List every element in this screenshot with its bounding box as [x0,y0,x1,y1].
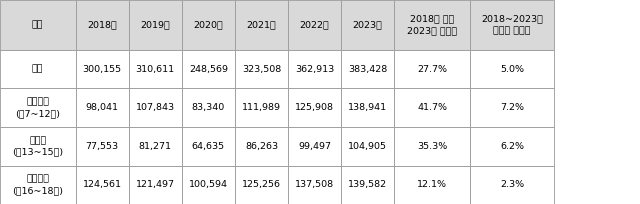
Bar [235,89,288,127]
Bar [341,50,394,89]
Bar [182,0,235,50]
Bar [0,0,76,50]
Text: 323,508: 323,508 [242,65,281,74]
Bar [235,50,288,89]
Text: 구분: 구분 [32,20,44,30]
Text: 2020년: 2020년 [193,20,223,30]
Bar [470,50,554,89]
Bar [341,165,394,204]
Text: 2023년: 2023년 [353,20,383,30]
Text: 2018~2023년
연평균 증가률: 2018~2023년 연평균 증가률 [481,15,543,35]
Bar [288,89,341,127]
Bar [341,127,394,165]
Text: 121,497: 121,497 [136,180,175,189]
Text: 2018년: 2018년 [87,20,117,30]
Text: 137,508: 137,508 [295,180,334,189]
Text: 111,989: 111,989 [242,103,281,112]
Bar [470,0,554,50]
Bar [288,0,341,50]
Bar [76,50,129,89]
Bar [235,165,288,204]
Bar [76,0,129,50]
Text: 83,340: 83,340 [192,103,225,112]
Text: 124,561: 124,561 [83,180,122,189]
Bar [0,50,76,89]
Text: 2022년: 2022년 [300,20,330,30]
Text: 248,569: 248,569 [189,65,228,74]
Text: 125,256: 125,256 [242,180,281,189]
Bar [76,89,129,127]
Bar [394,89,470,127]
Text: 383,428: 383,428 [348,65,387,74]
Bar [0,165,76,204]
Bar [288,165,341,204]
Text: 27.7%: 27.7% [417,65,447,74]
Bar [394,165,470,204]
Bar [394,127,470,165]
Bar [182,165,235,204]
Bar [394,50,470,89]
Text: 362,913: 362,913 [295,65,334,74]
Bar [129,50,182,89]
Text: 2018년 대비
2023년 증가율: 2018년 대비 2023년 증가율 [407,15,457,35]
Bar [470,89,554,127]
Text: 5.0%: 5.0% [500,65,524,74]
Bar [341,89,394,127]
Bar [129,89,182,127]
Text: 35.3%: 35.3% [417,142,447,151]
Text: 139,582: 139,582 [348,180,387,189]
Bar [288,50,341,89]
Text: 6.2%: 6.2% [500,142,524,151]
Bar [470,127,554,165]
Bar [470,165,554,204]
Bar [182,50,235,89]
Bar [76,127,129,165]
Text: 104,905: 104,905 [348,142,387,151]
Bar [341,0,394,50]
Bar [235,0,288,50]
Bar [0,127,76,165]
Text: 12.1%: 12.1% [417,180,447,189]
Text: 41.7%: 41.7% [417,103,447,112]
Bar [76,165,129,204]
Text: 81,271: 81,271 [139,142,172,151]
Text: 125,908: 125,908 [295,103,334,112]
Text: 7.2%: 7.2% [500,103,524,112]
Text: 2021년: 2021년 [246,20,276,30]
Bar [182,127,235,165]
Text: 100,594: 100,594 [189,180,228,189]
Text: 2.3%: 2.3% [500,180,524,189]
Bar [0,89,76,127]
Text: 77,553: 77,553 [86,142,118,151]
Bar [129,0,182,50]
Bar [235,127,288,165]
Text: 310,611: 310,611 [136,65,175,74]
Text: 64,635: 64,635 [192,142,225,151]
Text: 중학교
(만13~15세): 중학교 (만13~15세) [12,136,63,156]
Bar [182,89,235,127]
Text: 2019년: 2019년 [140,20,170,30]
Text: 300,155: 300,155 [83,65,122,74]
Bar [129,127,182,165]
Text: 초등학교
(만7~12세): 초등학교 (만7~12세) [15,98,60,118]
Text: 107,843: 107,843 [136,103,175,112]
Text: 고등학교
(만16~18세): 고등학교 (만16~18세) [12,175,63,195]
Bar [288,127,341,165]
Bar [394,0,470,50]
Text: 99,497: 99,497 [298,142,331,151]
Text: 86,263: 86,263 [245,142,278,151]
Text: 98,041: 98,041 [86,103,118,112]
Bar [129,165,182,204]
Text: 138,941: 138,941 [348,103,387,112]
Text: 전체: 전체 [32,65,44,74]
